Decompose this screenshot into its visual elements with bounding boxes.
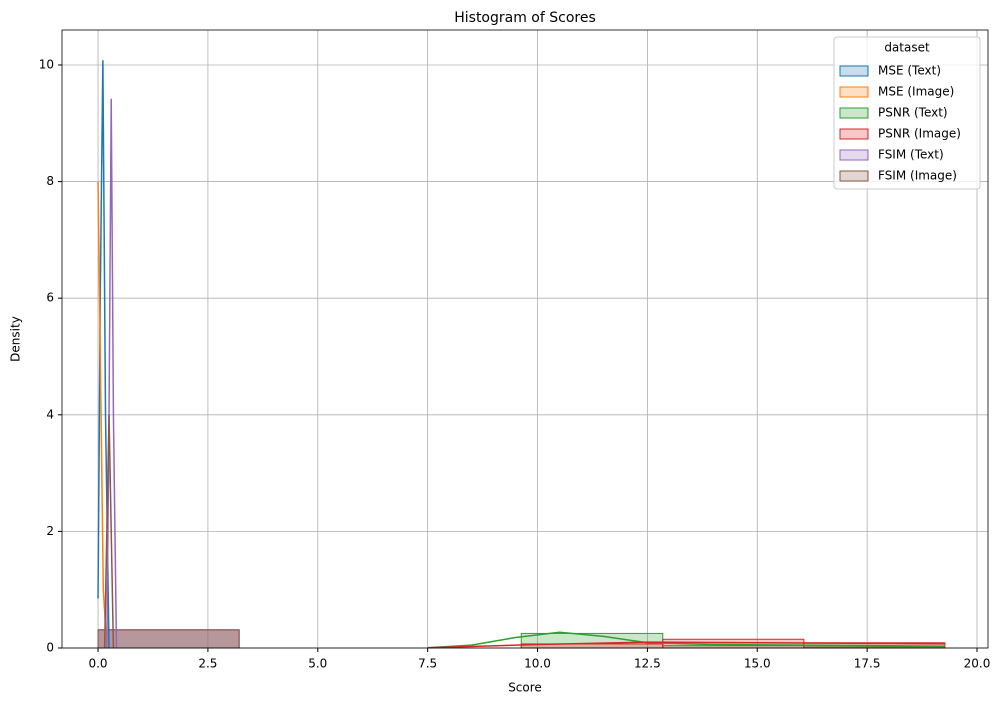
legend-label: MSE (Text) xyxy=(878,64,941,78)
y-tick-label: 10 xyxy=(39,57,54,71)
legend-swatch xyxy=(839,170,869,182)
x-tick-label: 20.0 xyxy=(964,657,991,671)
y-tick-label: 2 xyxy=(46,524,54,538)
legend-label: MSE (Image) xyxy=(878,85,954,99)
chart-title: Histogram of Scores xyxy=(454,10,596,26)
legend: dataset MSE (Text) MSE (Image) PSNR (Text) P… xyxy=(833,36,981,190)
x-tick-label: 12.5 xyxy=(634,657,661,671)
x-tick-label: 17.5 xyxy=(854,657,881,671)
y-tick-label: 6 xyxy=(46,291,54,305)
x-tick-label: 15.0 xyxy=(744,657,771,671)
legend-title: dataset xyxy=(884,41,930,55)
x-tick-label: 5.0 xyxy=(308,657,327,671)
kde-line xyxy=(427,631,945,649)
plot-frame xyxy=(61,29,989,649)
legend-label: FSIM (Image) xyxy=(878,169,957,183)
legend-swatch xyxy=(839,107,869,119)
kde-line xyxy=(97,60,110,649)
y-tick-label: 4 xyxy=(46,407,54,421)
legend-label: PSNR (Image) xyxy=(878,127,961,141)
legend-label: FSIM (Text) xyxy=(878,148,944,162)
x-tick-label: 7.5 xyxy=(418,657,437,671)
kde-line xyxy=(103,414,115,649)
legend-swatch xyxy=(839,65,869,77)
y-tick-label: 0 xyxy=(46,641,54,655)
histogram-bar xyxy=(97,629,240,649)
x-tick-label: 2.5 xyxy=(198,657,217,671)
y-axis-label: Density xyxy=(9,316,23,362)
legend-box xyxy=(833,36,981,190)
legend-swatch xyxy=(839,149,869,161)
x-tick-label: 10.0 xyxy=(524,657,551,671)
x-axis-label: Score xyxy=(508,681,542,695)
kde-line xyxy=(427,641,945,649)
x-tick-label: 0.0 xyxy=(88,657,107,671)
legend-swatch xyxy=(839,128,869,140)
y-tick-label: 8 xyxy=(46,174,54,188)
legend-label: PSNR (Text) xyxy=(878,106,948,120)
legend-swatch xyxy=(839,86,869,98)
